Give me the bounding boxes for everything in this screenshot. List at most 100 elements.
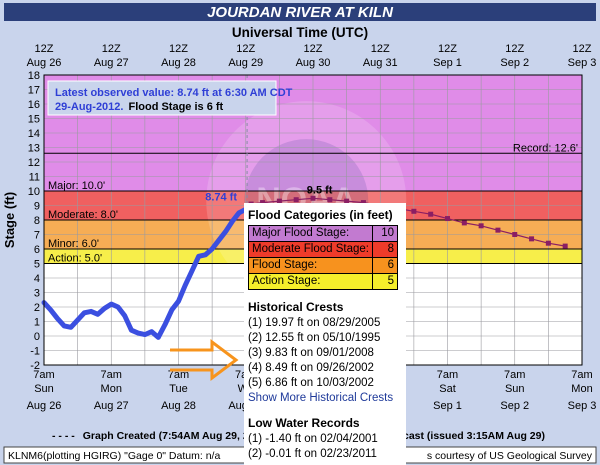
forecast-point [428, 211, 434, 217]
y-tick-label: 4 [34, 273, 40, 285]
top-tick-hour: 12Z [236, 43, 255, 55]
top-tick-date: Aug 27 [94, 57, 129, 69]
bottom-tick-time: 7am [33, 369, 54, 381]
flood-categories-title: Flood Categories (in feet) [248, 208, 393, 222]
y-tick-label: 9 [34, 201, 40, 213]
low-water-title: Low Water Records [248, 416, 360, 430]
bottom-tick-time: 7am [571, 369, 592, 381]
flood-category-label: Major Flood Stage: [248, 225, 373, 242]
y-tick-label: 6 [34, 244, 40, 256]
low-water-item: (2) -0.01 ft on 02/23/2011 [248, 448, 377, 460]
flood-category-label: Action Stage: [248, 273, 373, 290]
top-axis-title: Universal Time (UTC) [232, 25, 368, 40]
historical-crest-item: (3) 9.83 ft on 09/01/2008 [248, 347, 374, 359]
bottom-tick-date: Sep 3 [568, 400, 597, 412]
y-tick-label: 10 [28, 186, 40, 198]
top-tick-date: Sep 3 [568, 57, 597, 69]
y-tick-label: -1 [30, 346, 40, 358]
threshold-label: Minor: 6.0' [48, 238, 99, 250]
latest-observed-date: 29-Aug-2012. [55, 101, 123, 113]
title-bar [4, 3, 596, 21]
forecast-crest-label: 9.5 ft [307, 184, 333, 196]
top-tick-date: Aug 28 [161, 57, 196, 69]
bottom-tick-day: Mon [101, 383, 122, 395]
bottom-tick-date: Aug 27 [94, 400, 129, 412]
bottom-tick-date: Sep 1 [433, 400, 462, 412]
flood-category-row: Action Stage: 5 [248, 273, 398, 290]
historical-crests-title: Historical Crests [248, 300, 344, 314]
footer-left-text: KLNM6(plotting HGIRG) "Gage 0" Datum: n/… [8, 450, 220, 462]
forecast-point [529, 236, 535, 242]
bottom-tick-day: Mon [571, 383, 592, 395]
y-tick-label: 8 [34, 215, 40, 227]
flood-category-value: 8 [372, 241, 398, 258]
flood-stage-text: Flood Stage is 6 ft [128, 101, 223, 113]
y-tick-label: 0 [34, 331, 40, 343]
low-water-item: (1) -1.40 ft on 02/04/2001 [248, 433, 378, 445]
top-tick-date: Aug 26 [27, 57, 62, 69]
graph-created-text: - - - - Graph Created (7:54AM Aug 29, 2 [52, 430, 249, 442]
y-axis-label: Stage (ft) [2, 192, 17, 248]
threshold-label: Action: 5.0' [48, 253, 102, 265]
annotations: 8.74 ft 9.5 ft [205, 184, 333, 203]
historical-crests-list: (1) 19.97 ft on 08/29/2005 (2) 12.55 ft o… [248, 316, 403, 391]
bottom-tick-day: Sun [505, 383, 525, 395]
flood-category-row: Moderate Flood Stage: 8 [248, 241, 398, 258]
top-tick-hour: 12Z [371, 43, 390, 55]
observed-value-label: 8.74 ft [205, 191, 237, 203]
forecast-point [461, 220, 467, 226]
y-tick-label: 1 [34, 317, 40, 329]
bottom-tick-time: 7am [168, 369, 189, 381]
historical-crest-item: (5) 6.86 ft on 10/03/2002 [248, 377, 374, 389]
top-tick-hour: 12Z [505, 43, 524, 55]
bottom-tick-time: 7am [101, 369, 122, 381]
flood-categories-table: Major Flood Stage: 10 Moderate Flood Stage… [248, 225, 398, 290]
bottom-tick-time: 7am [437, 369, 458, 381]
bottom-tick-date: Aug 26 [27, 400, 62, 412]
y-tick-label: 11 [29, 172, 40, 184]
forecast-point [327, 197, 333, 203]
observed-series-line [41, 206, 249, 340]
forecast-point [260, 200, 266, 206]
forecast-point [445, 216, 450, 222]
chart-title: JOURDAN RIVER AT KILN [207, 4, 394, 21]
forecast-point [512, 232, 518, 237]
bottom-tick-day: Sun [34, 383, 54, 395]
bottom-tick-time: 7am [504, 369, 525, 381]
flood-category-label: Moderate Flood Stage: [248, 241, 373, 258]
y-tick-label: 15 [28, 114, 40, 126]
flood-category-value: 6 [372, 257, 398, 274]
forecast-point [276, 198, 282, 204]
show-more-crests-link[interactable]: Show More Historical Crests [248, 392, 394, 404]
y-tick-label: 7 [34, 230, 40, 242]
top-tick-date: Sep 1 [433, 57, 462, 69]
orange-arrow-icon [170, 339, 239, 381]
low-water-list: (1) -1.40 ft on 02/04/2001 (2) -0.01 ft o… [248, 432, 403, 462]
latest-observed-text: Latest observed value: 8.74 ft at 6:30 A… [55, 87, 293, 99]
record-label: Record: 12.6' [513, 142, 578, 154]
forecast-point [310, 195, 316, 201]
footer-right-text: s courtesy of US Geological Survey [427, 450, 593, 462]
forecast-point [562, 243, 568, 249]
top-tick-date: Aug 29 [228, 57, 263, 69]
y-tick-label: 16 [28, 99, 40, 111]
y-tick-label: -2 [30, 360, 40, 372]
forecast-point [360, 200, 366, 206]
top-tick-hour: 12Z [102, 43, 121, 55]
flood-category-value: 5 [372, 273, 398, 290]
y-tick-label: 17 [28, 85, 40, 97]
threshold-label: Moderate: 8.0' [48, 209, 118, 221]
top-tick-date: Sep 2 [500, 57, 529, 69]
bottom-tick-date: Aug 28 [161, 400, 196, 412]
bottom-tick-date: Sep 2 [500, 400, 529, 412]
top-tick-hour: 12Z [35, 43, 54, 55]
latest-observed-box: Latest observed value: 8.74 ft at 6:30 A… [47, 80, 293, 116]
historical-crest-item: (1) 19.97 ft on 08/29/2005 [248, 317, 381, 329]
forecast-issued-text: cast (issued 3:15AM Aug 29) [403, 430, 545, 442]
top-tick-date: Aug 30 [296, 57, 331, 69]
flood-category-label: Flood Stage: [248, 257, 373, 274]
y-tick-label: 18 [28, 70, 40, 82]
top-axis-ticks: 12Z Aug 26 12Z Aug 27 12Z Aug 28 12Z Aug 29 12Z A… [27, 43, 597, 69]
forecast-point [411, 208, 417, 214]
